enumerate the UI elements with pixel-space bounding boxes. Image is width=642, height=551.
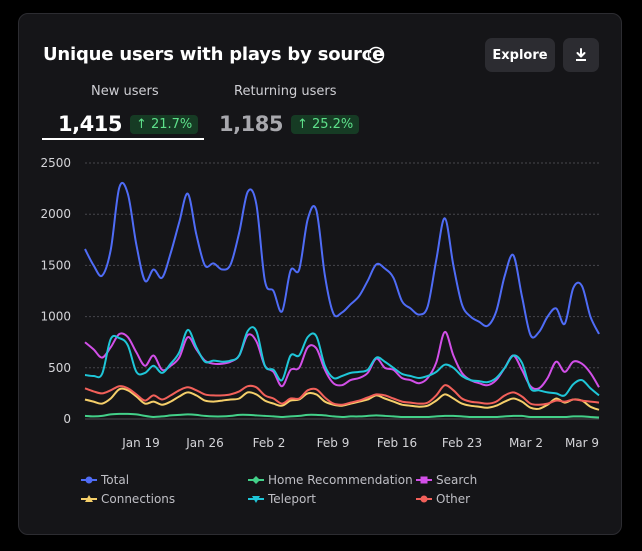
- x-tick-label: Jan 26: [185, 436, 224, 450]
- explore-button[interactable]: Explore: [485, 38, 555, 72]
- x-tick-label: Feb 23: [442, 436, 482, 450]
- legend-label: Home Recommendation: [268, 473, 413, 487]
- legend-label: Other: [436, 492, 471, 506]
- line-chart: 0 500 1000 1500 2000 2500 Jan 19 Jan 26 Feb 2 Feb…: [40, 156, 600, 450]
- legend-marker-icon: [416, 476, 432, 484]
- y-tick-label: 2500: [40, 156, 71, 170]
- legend-item-total[interactable]: Total: [81, 473, 129, 487]
- series-line-search: [84, 330, 600, 391]
- download-button[interactable]: [563, 38, 599, 72]
- y-tick-label: 1000: [40, 310, 71, 324]
- x-tick-label: Feb 2: [253, 436, 286, 450]
- chart-card: Unique users with plays by source Explor…: [18, 13, 622, 535]
- tab-value: 1,415: [58, 112, 122, 136]
- series-line-other: [84, 384, 600, 406]
- legend-label: Connections: [101, 492, 176, 506]
- change-badge: ↑ 25.2%: [290, 114, 360, 134]
- y-tick-label: 0: [63, 412, 71, 426]
- y-tick-label: 2000: [40, 207, 71, 221]
- legend-label: Search: [436, 473, 478, 487]
- y-tick-label: 500: [48, 361, 71, 375]
- tab-value: 1,185: [219, 112, 283, 136]
- tab-label: Returning users: [234, 84, 337, 99]
- legend-marker-icon: [248, 476, 264, 484]
- tab-new-users-values: 1,415 ↑ 21.7%: [58, 106, 199, 136]
- download-icon: [576, 48, 586, 61]
- change-badge: ↑ 21.7%: [129, 114, 199, 134]
- legend-marker-icon: [81, 476, 97, 484]
- legend-item-home-recommendation[interactable]: Home Recommendation: [248, 473, 413, 487]
- legend-item-other[interactable]: Other: [416, 492, 470, 506]
- series-line-teleport: [84, 326, 600, 397]
- y-tick-label: 1500: [40, 258, 71, 272]
- tab-label: New users: [91, 84, 159, 99]
- legend-marker-icon: [416, 495, 432, 503]
- active-tab-indicator: [42, 138, 204, 140]
- legend-marker-icon: [248, 496, 264, 503]
- tab-new-users[interactable]: New users: [91, 84, 159, 99]
- chart-legend: Total Home Recommendation Search Connection…: [19, 469, 623, 509]
- series-line-total: [84, 181, 600, 339]
- legend-item-connections[interactable]: Connections: [81, 492, 175, 506]
- tab-returning-users[interactable]: Returning users: [234, 84, 337, 99]
- card-title: Unique users with plays by source: [43, 44, 385, 65]
- legend-item-search[interactable]: Search: [416, 473, 477, 487]
- legend-item-teleport[interactable]: Teleport: [248, 492, 316, 506]
- legend-marker-icon: [81, 495, 97, 502]
- legend-label: Teleport: [268, 492, 316, 506]
- x-tick-label: Mar 9: [565, 436, 599, 450]
- series-line-home-recommendation: [84, 412, 600, 419]
- x-tick-label: Feb 16: [377, 436, 417, 450]
- info-icon[interactable]: [367, 46, 385, 64]
- x-tick-label: Mar 2: [509, 436, 543, 450]
- legend-label: Total: [101, 473, 130, 487]
- tab-returning-users-values: 1,185 ↑ 25.2%: [219, 106, 360, 136]
- x-tick-label: Jan 19: [121, 436, 160, 450]
- x-tick-label: Feb 9: [317, 436, 350, 450]
